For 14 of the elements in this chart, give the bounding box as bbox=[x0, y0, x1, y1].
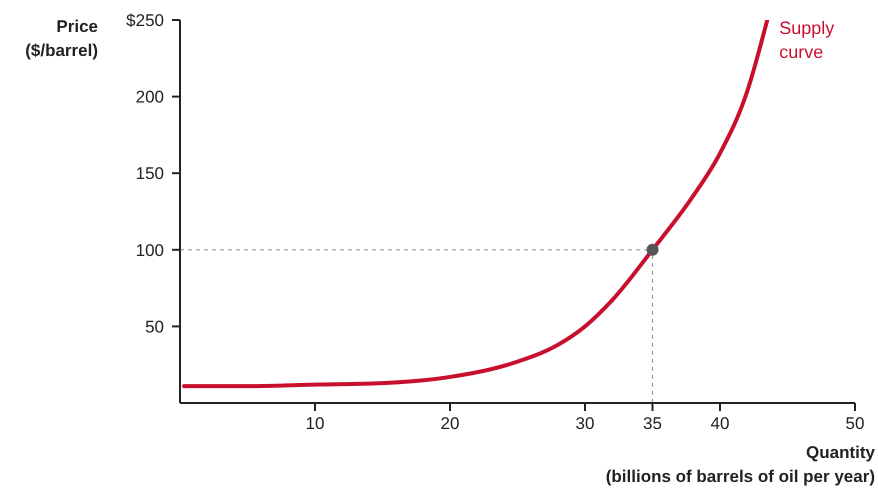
x-tick-label: 30 bbox=[576, 414, 594, 434]
x-tick-label: 50 bbox=[846, 414, 864, 434]
x-axis-title: Quantity (billions of barrels of oil per year) bbox=[606, 443, 876, 486]
x-tick-label: 35 bbox=[643, 414, 662, 434]
x-tick-label: 40 bbox=[710, 414, 730, 434]
x-tick-label: 10 bbox=[306, 414, 324, 434]
y-tick-label: 150 bbox=[136, 164, 164, 184]
x-tick-label: 20 bbox=[440, 414, 460, 434]
y-axis-title: Price ($/barrel) bbox=[25, 17, 98, 60]
y-tick-label: $250 bbox=[126, 11, 164, 30]
annotation: Supply curve bbox=[779, 18, 834, 62]
y-tick-label: 50 bbox=[145, 317, 164, 336]
y-tick-label: 200 bbox=[136, 88, 164, 107]
y-tick-label: 100 bbox=[136, 240, 164, 260]
